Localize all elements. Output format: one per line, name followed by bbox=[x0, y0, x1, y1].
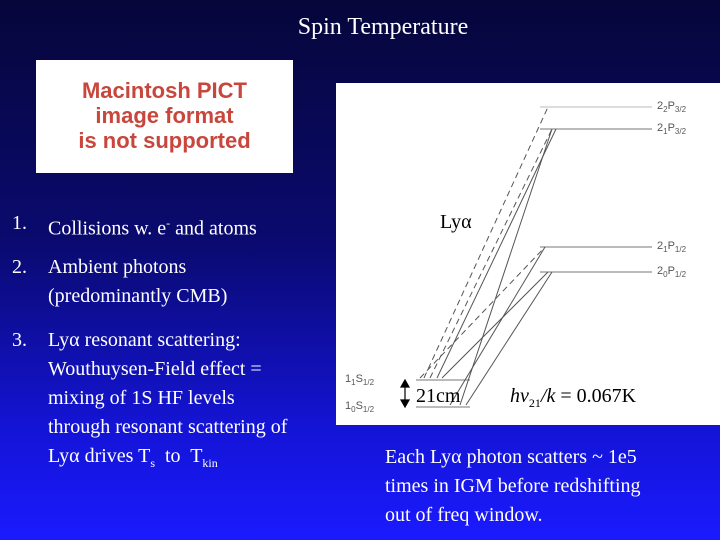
level-n: 1 bbox=[345, 400, 352, 412]
level-f: 1 bbox=[663, 245, 668, 255]
level-label: 21P3/2 bbox=[657, 122, 686, 136]
list-item: 1. Collisions w. e- and atoms bbox=[0, 209, 340, 240]
level-j: 3/2 bbox=[674, 127, 687, 137]
list-line: (predominantly CMB) bbox=[48, 282, 227, 311]
level-l: S bbox=[355, 373, 363, 385]
list-number: 3. bbox=[12, 329, 27, 351]
level-label: 10S1/2 bbox=[345, 400, 374, 414]
level-l: P bbox=[667, 122, 675, 134]
level-label: 22P3/2 bbox=[657, 100, 686, 114]
text-run: - bbox=[166, 216, 171, 230]
text-run: Wouthuysen-Field effect = bbox=[48, 358, 262, 380]
list-line: Lyα drives Ts to Tkin bbox=[48, 442, 287, 478]
list-number: 1. bbox=[12, 212, 27, 234]
list-line: through resonant scattering of bbox=[48, 413, 287, 442]
level-j: 1/2 bbox=[362, 405, 375, 415]
list-item: 3. Lyα resonant scattering: Wouthuysen-Fie… bbox=[0, 326, 340, 471]
level-n: 1 bbox=[345, 373, 352, 385]
level-l: P bbox=[667, 240, 675, 252]
text-run: = 0.067K bbox=[555, 385, 637, 407]
list-line: Wouthuysen-Field effect = bbox=[48, 355, 287, 384]
list-line: Collisions w. e- and atoms bbox=[48, 209, 257, 244]
level-j: 1/2 bbox=[362, 378, 375, 388]
caption-line: times in IGM before redshifting bbox=[385, 475, 641, 497]
placeholder-line: is not supported bbox=[78, 128, 251, 153]
list-line: mixing of 1S HF levels bbox=[48, 384, 287, 413]
level-l: P bbox=[667, 265, 675, 277]
text-run: Collisions w. e bbox=[48, 217, 167, 240]
level-l: P bbox=[667, 100, 675, 112]
list-line: Ambient photons bbox=[48, 253, 227, 282]
hf-arrow bbox=[399, 378, 411, 409]
lya-label: Lyα bbox=[440, 211, 472, 233]
text-run: s bbox=[150, 456, 155, 470]
caption: Each Lyα photon scatters ~ 1e5 times in I… bbox=[385, 443, 641, 530]
level-lines bbox=[416, 106, 652, 408]
list-text: Ambient photons (predominantly CMB) bbox=[48, 253, 227, 311]
placeholder-line: image format bbox=[95, 103, 234, 128]
level-j: 1/2 bbox=[674, 270, 687, 280]
level-n: 2 bbox=[657, 240, 664, 252]
text-run: (predominantly CMB) bbox=[48, 285, 228, 307]
level-f: 0 bbox=[351, 405, 356, 415]
hf-label: 21cm bbox=[416, 385, 461, 407]
level-j: 3/2 bbox=[674, 105, 687, 115]
text-run: /k bbox=[540, 385, 556, 407]
text-run: kin bbox=[202, 456, 218, 470]
caption-line: Each Lyα photon scatters ~ 1e5 bbox=[385, 446, 637, 468]
level-n: 2 bbox=[657, 100, 664, 112]
level-label: 11S1/2 bbox=[345, 373, 374, 387]
text-run: mixing of 1S HF levels bbox=[48, 387, 235, 409]
level-f: 2 bbox=[663, 105, 668, 115]
list-item: 2. Ambient photons (predominantly CMB) bbox=[0, 253, 340, 311]
caption-line: out of freq window. bbox=[385, 504, 543, 526]
list-line: Lyα resonant scattering: bbox=[48, 326, 287, 355]
level-f: 1 bbox=[351, 378, 356, 388]
list-text: Lyα resonant scattering: Wouthuysen-Field… bbox=[48, 326, 287, 478]
level-f: 1 bbox=[663, 127, 668, 137]
diagram-panel bbox=[336, 83, 720, 425]
text-run: Lyα resonant scattering: bbox=[48, 329, 241, 351]
text-run: through resonant scattering of bbox=[48, 416, 288, 438]
placeholder-line: Macintosh PICT bbox=[81, 78, 247, 103]
text-run: and atoms bbox=[170, 217, 257, 240]
energy-label: hν21/k = 0.067K bbox=[510, 385, 636, 411]
level-n: 2 bbox=[657, 265, 664, 277]
level-j: 1/2 bbox=[674, 245, 687, 255]
text-run: to T bbox=[155, 445, 203, 467]
text-run: hν bbox=[510, 385, 529, 407]
transitions bbox=[419, 106, 557, 406]
image-placeholder: Macintosh PICT image format is not support… bbox=[36, 60, 293, 173]
text-run: Lyα drives T bbox=[48, 445, 151, 467]
level-label: 21P1/2 bbox=[657, 240, 686, 254]
list-number: 2. bbox=[12, 256, 27, 278]
list-text: Collisions w. e- and atoms bbox=[48, 209, 257, 244]
level-label: 20P1/2 bbox=[657, 265, 686, 279]
title: Spin Temperature bbox=[297, 14, 469, 40]
level-n: 2 bbox=[657, 122, 664, 134]
level-f: 0 bbox=[663, 270, 668, 280]
level-l: S bbox=[355, 400, 363, 412]
text-run: Ambient photons bbox=[48, 256, 187, 278]
text-run: 21 bbox=[528, 396, 541, 410]
